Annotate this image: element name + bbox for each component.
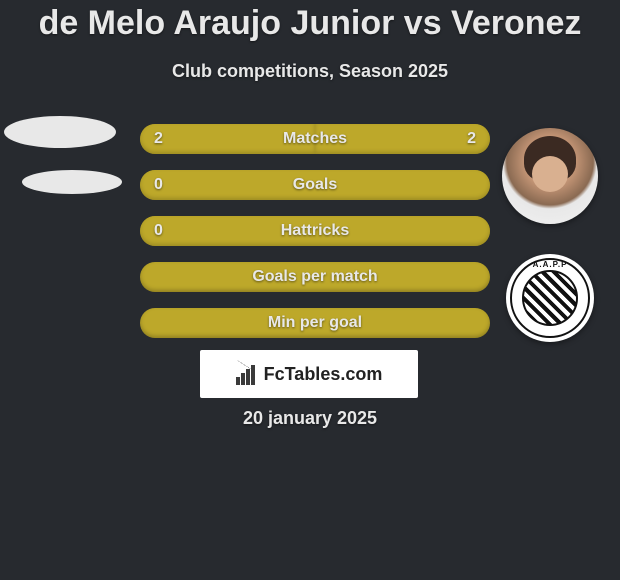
branding-text: FcTables.com <box>264 364 383 385</box>
left-player-avatar-placeholder <box>4 116 116 148</box>
stats-bars: 2 Matches 2 0 Goals 0 Hattricks Goals pe… <box>140 124 490 354</box>
left-player-club-placeholder <box>22 170 122 194</box>
bar-matches-label: Matches <box>283 130 347 148</box>
bar-goals-per-match: Goals per match <box>140 262 490 292</box>
bar-hattricks-value-left: 0 <box>154 222 163 240</box>
bar-mpg-label: Min per goal <box>268 314 362 332</box>
right-player-club-badge: A.A.P.P <box>506 254 594 342</box>
club-badge-text: A.A.P.P <box>533 260 568 269</box>
page-subtitle: Club competitions, Season 2025 <box>0 61 620 82</box>
date-text: 20 january 2025 <box>0 408 620 429</box>
bar-matches-value-right: 2 <box>467 130 476 148</box>
bar-goals-label: Goals <box>293 176 337 194</box>
bar-goals-value-left: 0 <box>154 176 163 194</box>
bar-hattricks-label: Hattricks <box>281 222 349 240</box>
fctables-logo-icon <box>236 363 258 385</box>
bar-hattricks: 0 Hattricks <box>140 216 490 246</box>
left-player-column <box>4 116 129 216</box>
bar-goals: 0 Goals <box>140 170 490 200</box>
right-player-column: A.A.P.P <box>500 128 600 342</box>
bar-matches-value-left: 2 <box>154 130 163 148</box>
bar-gpm-label: Goals per match <box>252 268 377 286</box>
bar-min-per-goal: Min per goal <box>140 308 490 338</box>
page-title: de Melo Araujo Junior vs Veronez <box>0 0 620 43</box>
branding-box: FcTables.com <box>200 350 418 398</box>
right-player-avatar <box>502 128 598 224</box>
bar-matches: 2 Matches 2 <box>140 124 490 154</box>
